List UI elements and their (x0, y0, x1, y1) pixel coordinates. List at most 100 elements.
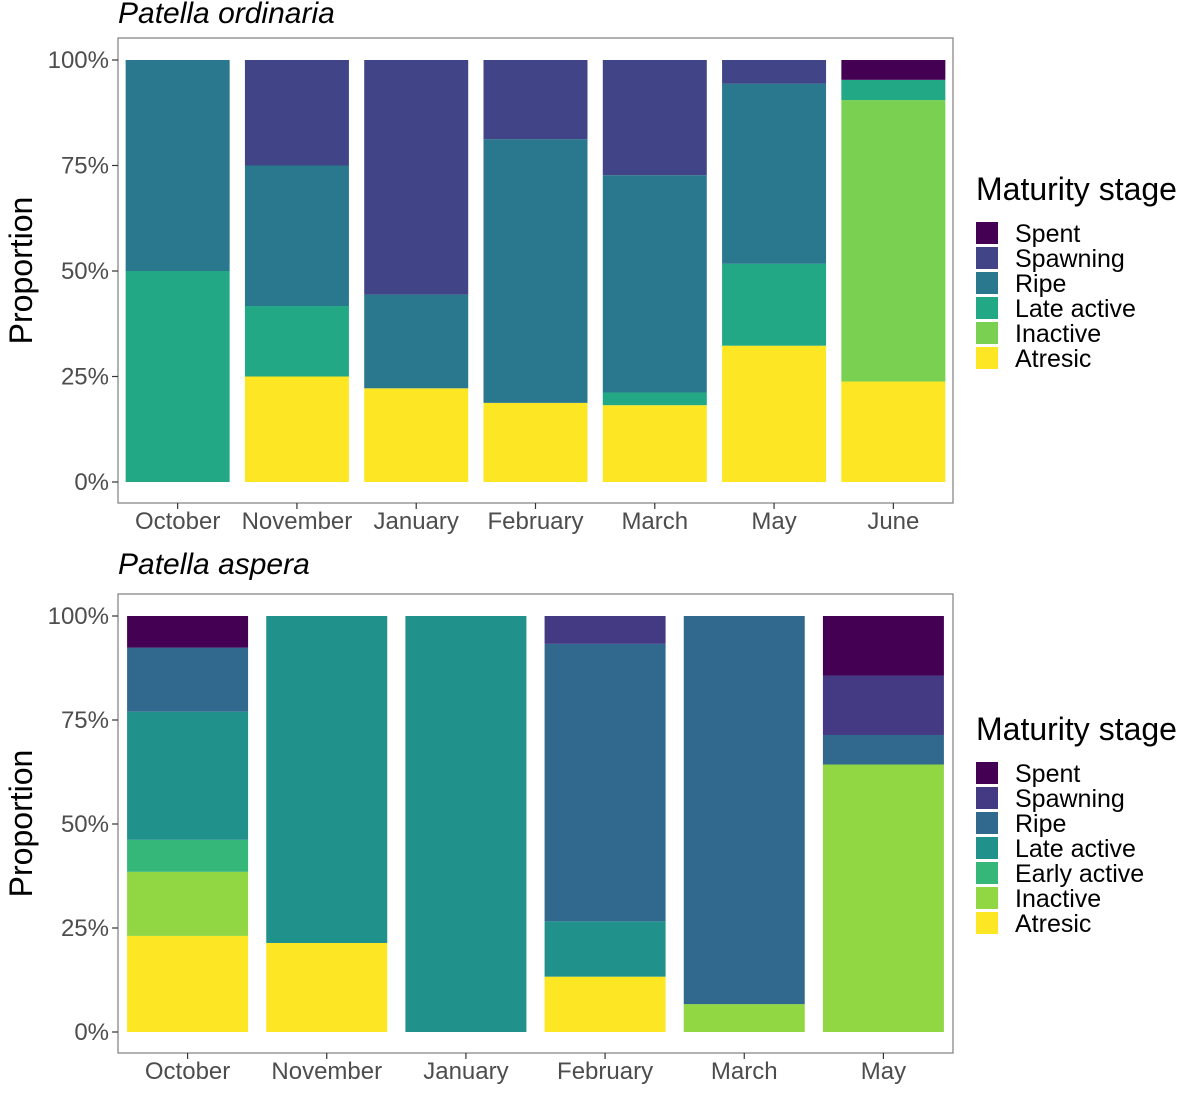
panel1-legend-key-late-active (976, 297, 998, 319)
panel2-bar-october-early-active (127, 839, 249, 872)
panel2-bar-october-ripe (127, 647, 249, 712)
panel2-bar-may-ripe (822, 734, 944, 765)
panel1-bar-march-ripe (602, 175, 707, 393)
panel1-bar-june-late-active (841, 79, 946, 101)
panel1-bar-may-ripe (722, 83, 827, 264)
panel2-y-tick-label: 100% (48, 603, 109, 630)
panel2-x-tick-label-november: November (271, 1058, 382, 1085)
panel2-bar-november-late-active (266, 616, 388, 943)
panel2-y-tick-label: 75% (61, 707, 109, 734)
panel2-x-tick-label-may: May (861, 1058, 906, 1085)
panel2-legend-key-atresic (976, 912, 998, 934)
panel1-legend-key-inactive (976, 322, 998, 344)
panel2-legend-label-inactive: Inactive (1015, 885, 1101, 913)
panel2-y-tick-label: 0% (74, 1019, 109, 1046)
panel1-bar-march-atresic (602, 405, 707, 482)
chart-panel-1: Patella ordinaria 0% 25% 50% 75% 100% Proporti… (3, 0, 1177, 535)
panel2-bar-march-ripe (683, 616, 805, 1005)
panel2-bar-may-spawning (822, 675, 944, 735)
panel1-y-tick-label: 75% (61, 153, 109, 180)
panel2-legend-key-inactive (976, 887, 998, 909)
panel1-legend-key-spent (976, 222, 998, 244)
panel1-bar-february-spawning (483, 60, 588, 140)
panel2-legend-key-spent (976, 762, 998, 784)
panel1-bar-november-atresic (244, 376, 349, 482)
panel2-legend-label-early-active: Early active (1015, 860, 1144, 888)
panel2-legend-label-spent: Spent (1015, 760, 1080, 788)
panel2-y-tick-label: 50% (61, 811, 109, 838)
panel1-legend-key-ripe (976, 272, 998, 294)
panel2-bar-march-inactive (683, 1004, 805, 1032)
panel2-plot-border (117, 593, 954, 1054)
panel1-y-tick-label: 50% (61, 258, 109, 285)
chart-panel-2: Patella aspera 0% 25% 50% 75% 100% Proportion O… (3, 548, 1177, 1085)
panel1-legend-label-atresic: Atresic (1015, 345, 1091, 373)
panel2-y-tick-label: 25% (61, 915, 109, 942)
panel1-bar-june-spent (841, 60, 946, 80)
panel1-bar-june-atresic (841, 381, 946, 482)
panel2-bar-may-inactive (822, 764, 944, 1032)
panel1-bar-may-late-active (722, 263, 827, 346)
panel1-y-axis-title: Proportion (3, 197, 39, 345)
panel1-legend-label-late-active: Late active (1015, 295, 1136, 323)
panel1-y-tick-label: 100% (48, 47, 109, 74)
panel2-bar-october-late-active (127, 711, 249, 840)
panel1-bar-january-atresic (364, 388, 469, 482)
panel2-legend-title: Maturity stage (976, 711, 1177, 747)
panel1-legend-label-spent: Spent (1015, 220, 1080, 248)
panel1-x-tick-label-november: November (242, 508, 353, 535)
panel1-x-tick-label-may: May (751, 508, 796, 535)
panel1-x-tick-label-january: January (374, 508, 459, 535)
panel1-bar-november-spawning (244, 60, 349, 166)
panel1-bar-october-late-active (125, 271, 230, 482)
panel2-x-tick-label-october: October (145, 1058, 230, 1085)
panel1-legend-label-ripe: Ripe (1015, 270, 1066, 298)
panel2-legend-label-atresic: Atresic (1015, 910, 1091, 938)
panel2-legend-label-spawning: Spawning (1015, 785, 1125, 813)
panel2-x-tick-label-february: February (557, 1058, 653, 1085)
panel1-bar-october-ripe (125, 60, 230, 271)
panel2-legend-label-late-active: Late active (1015, 835, 1136, 863)
panel2-y-axis-title: Proportion (3, 750, 39, 898)
panel1-legend-title: Maturity stage (976, 171, 1177, 207)
panel1-bar-january-ripe (364, 294, 469, 389)
panel1-bar-may-atresic (722, 345, 827, 482)
panel2-legend-key-late-active (976, 837, 998, 859)
panel1-legend-key-spawning (976, 247, 998, 269)
panel1-chart-title: Patella ordinaria (118, 0, 335, 30)
panel2-bar-october-inactive (127, 871, 249, 936)
panel1-bar-november-late-active (244, 306, 349, 377)
panel1-x-tick-label-march: March (621, 508, 688, 535)
panel2-legend-key-ripe (976, 812, 998, 834)
panel2-bar-february-spawning (544, 616, 666, 644)
panel2-x-tick-label-january: January (423, 1058, 508, 1085)
panel2-bar-october-spent (127, 616, 249, 648)
panel2-bar-february-late-active (544, 921, 666, 977)
panel2-bar-february-ripe (544, 643, 666, 922)
panel1-bar-november-ripe (244, 165, 349, 307)
panel1-y-tick-label: 0% (74, 469, 109, 496)
panel1-bar-june-inactive (841, 100, 946, 382)
panel2-bar-november-atresic (266, 942, 388, 1032)
panel1-bar-march-spawning (602, 60, 707, 176)
panel2-legend-label-ripe: Ripe (1015, 810, 1066, 838)
panel1-bar-march-late-active (602, 392, 707, 406)
panel1-legend-key-atresic (976, 347, 998, 369)
panel2-legend-key-spawning (976, 787, 998, 809)
panel1-y-tick-label: 25% (61, 364, 109, 391)
panel2-chart-title: Patella aspera (118, 548, 310, 581)
panel2-bar-october-atresic (127, 935, 249, 1032)
panel2-legend-key-early-active (976, 862, 998, 884)
panel2-bar-january-late-active (405, 616, 527, 1032)
panel1-bar-may-spawning (722, 60, 827, 84)
panel1-bar-february-ripe (483, 139, 588, 403)
panel1-x-tick-label-june: June (867, 508, 919, 535)
panel1-legend-label-inactive: Inactive (1015, 320, 1101, 348)
panel1-legend-label-spawning: Spawning (1015, 245, 1125, 273)
panel2-bar-may-spent (822, 616, 944, 676)
panel1-bar-january-spawning (364, 60, 469, 295)
panel1-x-tick-label-october: October (135, 508, 220, 535)
panel1-x-tick-label-february: February (487, 508, 583, 535)
